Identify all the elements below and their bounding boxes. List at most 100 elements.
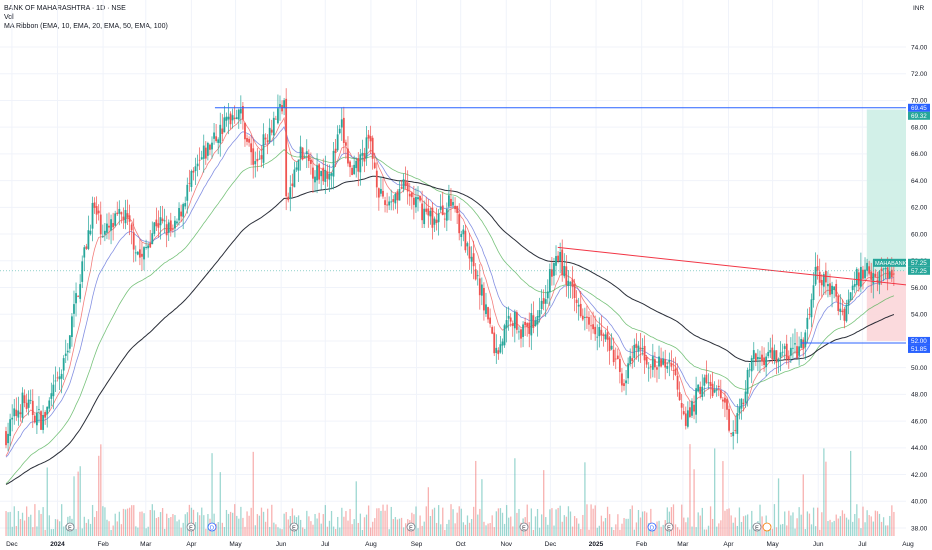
volume-bar [734, 517, 736, 536]
price-axis-badge [908, 103, 930, 112]
volume-bar [837, 518, 839, 536]
candle-body [225, 116, 228, 121]
earnings-badge[interactable] [186, 522, 196, 532]
badge-letter: E [522, 526, 526, 532]
volume-bar [335, 528, 337, 536]
volume-bar [215, 523, 217, 536]
volume-bar [650, 508, 652, 536]
candle-body [565, 266, 568, 285]
candle-body [802, 339, 805, 349]
volume-bar [332, 526, 335, 536]
volume-bar [674, 524, 677, 536]
candle-body [499, 344, 502, 353]
dividend-badge[interactable] [647, 522, 657, 532]
volume-bar [470, 519, 473, 536]
x-tick-label: Jun [276, 541, 287, 548]
candle-body [870, 271, 873, 280]
earnings-badge[interactable] [65, 522, 75, 532]
earnings-badge[interactable] [289, 522, 299, 532]
volume-bar [538, 527, 541, 536]
symbol-title[interactable]: BANK OF MAHARASHTRA · 1D · NSE [4, 5, 126, 12]
volume-bar [487, 523, 489, 536]
dividend-badge[interactable] [207, 522, 217, 532]
candle-body [56, 377, 59, 379]
volume-bar [116, 521, 118, 536]
volume-bar [563, 515, 565, 536]
volume-bar [751, 510, 753, 536]
volume-bar [98, 455, 100, 536]
volume-bar [250, 507, 252, 536]
y-tick-label: 50.00 [911, 365, 928, 372]
candle-body [746, 369, 749, 394]
ma-ribbon-indicator-label[interactable]: MA Ribbon (EMA, 10, EMA, 20, EMA, 50, EM… [4, 23, 168, 30]
volume-indicator-label[interactable]: Vol [4, 14, 14, 21]
volume-bar [378, 508, 380, 536]
volume-bar [891, 505, 893, 536]
candle-body [501, 341, 504, 346]
volume-bar [244, 526, 246, 536]
volume-bar [190, 507, 193, 536]
earnings-badge[interactable] [519, 522, 529, 532]
candle-body [868, 266, 871, 274]
volume-bar [541, 514, 543, 536]
volume-bar [553, 525, 555, 536]
volume-bar [304, 528, 306, 536]
volume-bar [814, 526, 817, 536]
volume-bar [320, 523, 322, 536]
candle-body [557, 255, 559, 261]
volume-bar [660, 526, 662, 536]
volume-bar [576, 518, 578, 536]
volume-bar [590, 504, 592, 536]
candle-body [816, 266, 819, 271]
volume-bar [771, 528, 774, 536]
candle-body [862, 269, 864, 279]
candle-body [202, 145, 205, 159]
volume-bar [382, 504, 384, 536]
volume-bar [188, 504, 191, 536]
candle-body [114, 213, 117, 226]
user-drawings[interactable] [0, 107, 907, 344]
candle-body [466, 243, 469, 247]
volume-bar [429, 516, 432, 536]
candle-body [682, 411, 685, 415]
volume-bar [390, 506, 392, 536]
volume-bar [129, 507, 131, 536]
volume-bar [551, 508, 553, 536]
candle-body [200, 157, 203, 160]
candle-body [136, 251, 139, 255]
candle-body [524, 321, 527, 326]
candle-body [180, 211, 182, 217]
volume-bar [164, 528, 166, 536]
volume-bar [497, 508, 500, 536]
candle-body [544, 299, 547, 304]
volume-bar [114, 513, 116, 536]
candle-body [736, 413, 739, 434]
volume-bar [464, 524, 467, 536]
earnings-badge[interactable] [406, 522, 416, 532]
candle-body [452, 202, 454, 206]
earnings-badge[interactable] [752, 522, 762, 532]
volume-bar [392, 519, 394, 536]
candle-body [874, 273, 877, 277]
candle-body [450, 198, 452, 207]
volume-bar [495, 511, 497, 536]
earnings-badge[interactable] [664, 522, 674, 532]
candle-body [656, 367, 658, 370]
candle-body [478, 278, 481, 296]
volume-bar [217, 522, 219, 536]
volume-bar [611, 527, 613, 536]
candle-body [767, 351, 770, 357]
volume-bar [419, 515, 421, 536]
candle-body [223, 117, 226, 133]
candle-body [441, 205, 444, 215]
volume-bar [728, 508, 730, 536]
volume-bar [205, 528, 207, 536]
volume-bar [790, 515, 792, 536]
volume-bar [135, 526, 137, 536]
candle-body [29, 399, 32, 401]
volume-bar [211, 453, 213, 536]
candle-body [15, 409, 18, 416]
